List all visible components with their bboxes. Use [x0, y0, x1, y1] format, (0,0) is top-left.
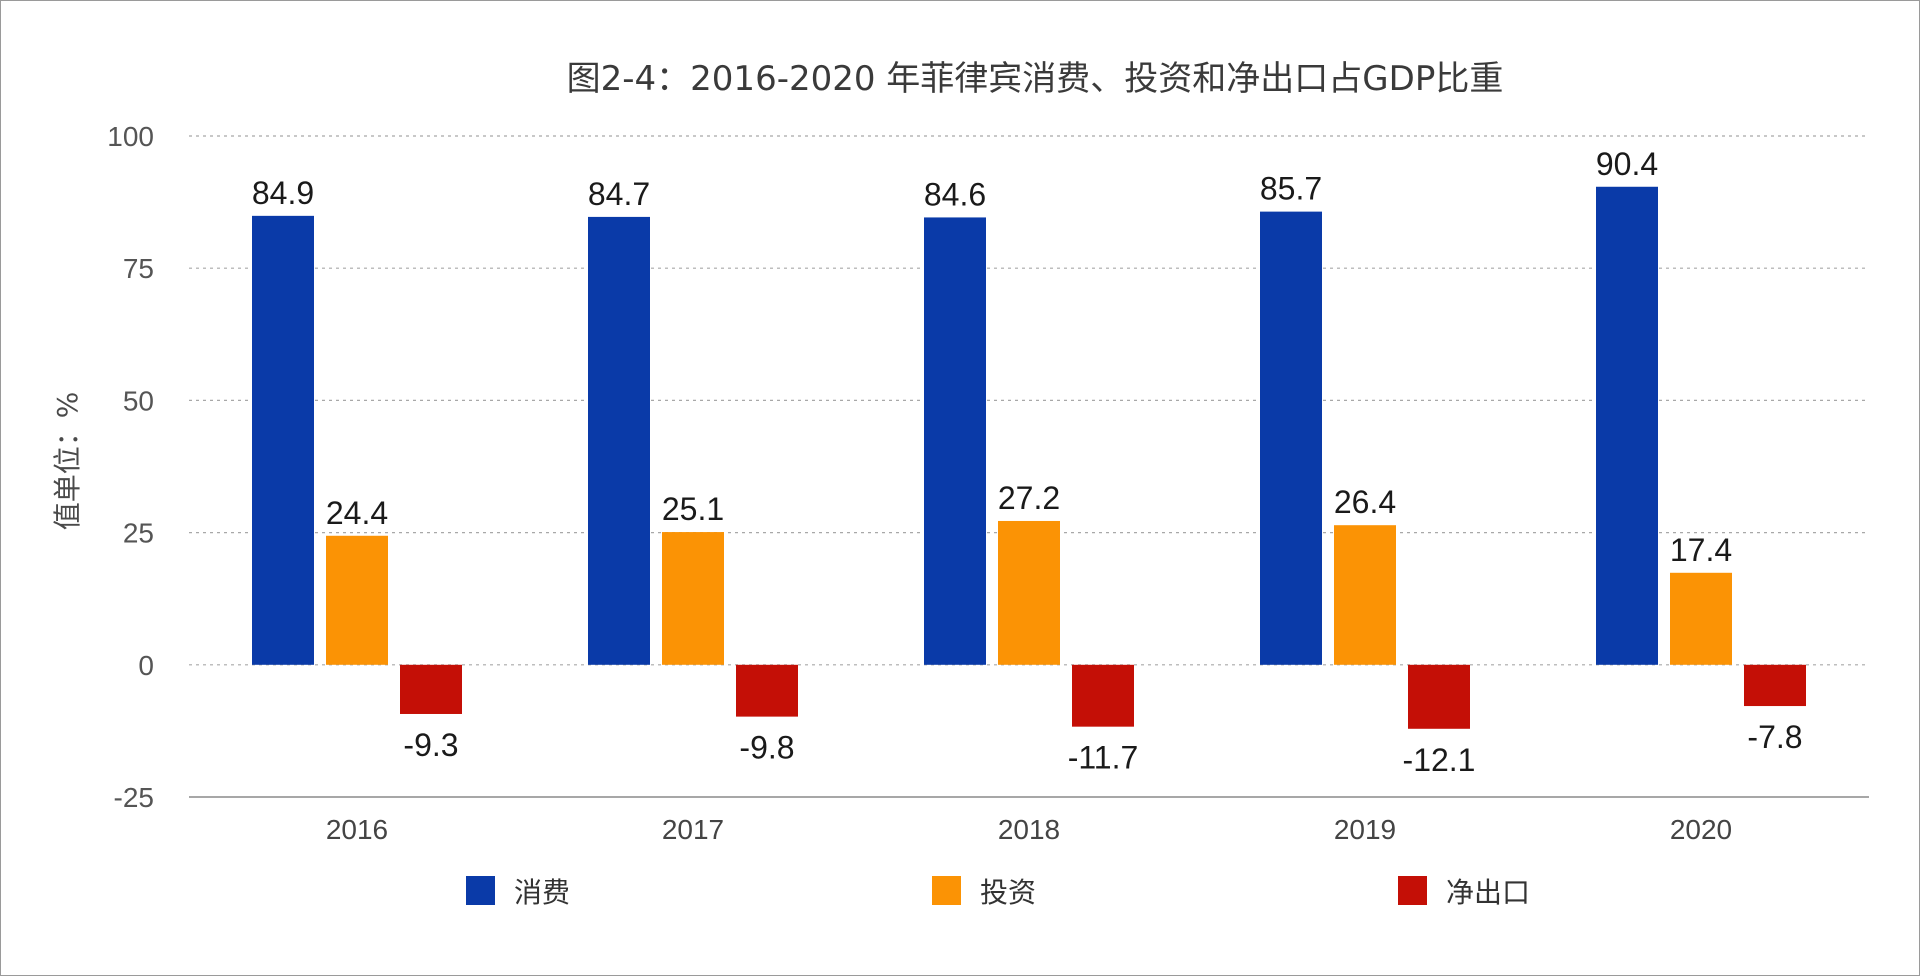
y-axis-label: 值单位：% — [51, 392, 84, 531]
x-tick-label: 2020 — [1670, 814, 1732, 845]
data-labels: 84.9 24.4 -9.3 84.7 25.1 -9.8 84.6 27.2 -11.7 85.… — [252, 146, 1803, 778]
data-label-2017-s1: 84.7 — [588, 176, 650, 212]
x-tick-label: 2018 — [998, 814, 1060, 845]
data-label-2018-s2: 27.2 — [998, 480, 1060, 516]
data-label-2019-s2: 26.4 — [1334, 484, 1396, 520]
data-label-2020-s2: 17.4 — [1670, 532, 1732, 568]
data-label-2017-s2: 25.1 — [662, 491, 724, 527]
data-label-2016-s3: -9.3 — [403, 727, 458, 763]
bar-2016-s2 — [326, 535, 388, 665]
legend-label: 净出口 — [1446, 876, 1530, 909]
x-tick-label: 2016 — [326, 814, 388, 845]
y-tick-label: 100 — [107, 121, 154, 152]
bars — [252, 186, 1806, 729]
bar-2016-s1 — [252, 215, 314, 665]
bar-2018-s2 — [998, 520, 1060, 665]
bar-2017-s2 — [662, 532, 724, 665]
data-label-2018-s1: 84.6 — [924, 176, 986, 212]
data-label-2016-s1: 84.9 — [252, 175, 314, 211]
data-label-2019-s1: 85.7 — [1260, 171, 1322, 207]
data-label-2020-s3: -7.8 — [1747, 719, 1802, 755]
y-tick-label: 75 — [123, 253, 154, 284]
data-label-2016-s2: 24.4 — [326, 495, 388, 531]
bar-2019-s3 — [1408, 664, 1470, 729]
x-tick-label: 2019 — [1334, 814, 1396, 845]
y-tick-label: 25 — [123, 518, 154, 549]
y-axis-ticks: 100 75 50 25 0 -25 — [107, 121, 154, 813]
legend: 消费 投资 净出口 — [466, 876, 1530, 909]
legend-label: 消费 — [514, 876, 570, 909]
bar-2018-s1 — [924, 217, 986, 665]
bar-2017-s3 — [736, 664, 798, 717]
x-axis-ticks: 2016 2017 2018 2019 2020 — [326, 814, 1732, 845]
bar-2019-s2 — [1334, 525, 1396, 665]
y-tick-label: 0 — [138, 650, 154, 681]
bar-2016-s3 — [400, 664, 462, 714]
bar-2020-s3 — [1744, 664, 1806, 707]
x-tick-label: 2017 — [662, 814, 724, 845]
legend-swatch — [1398, 876, 1427, 905]
bar-2019-s1 — [1260, 211, 1322, 665]
bar-2018-s3 — [1072, 664, 1134, 727]
legend-swatch — [932, 876, 961, 905]
chart-title: 图2-4：2016-2020 年菲律宾消费、投资和净出口占GDP比重 — [567, 59, 1504, 99]
y-tick-label: 50 — [123, 385, 154, 416]
bar-2020-s2 — [1670, 572, 1732, 665]
data-label-2017-s3: -9.8 — [739, 730, 794, 766]
legend-swatch — [466, 876, 495, 905]
y-tick-label: -25 — [114, 782, 154, 813]
bar-2017-s1 — [588, 216, 650, 665]
bar-2020-s1 — [1596, 186, 1658, 665]
data-label-2019-s3: -12.1 — [1403, 742, 1476, 778]
data-label-2018-s3: -11.7 — [1068, 740, 1139, 776]
legend-label: 投资 — [980, 876, 1036, 909]
data-label-2020-s1: 90.4 — [1596, 146, 1658, 182]
